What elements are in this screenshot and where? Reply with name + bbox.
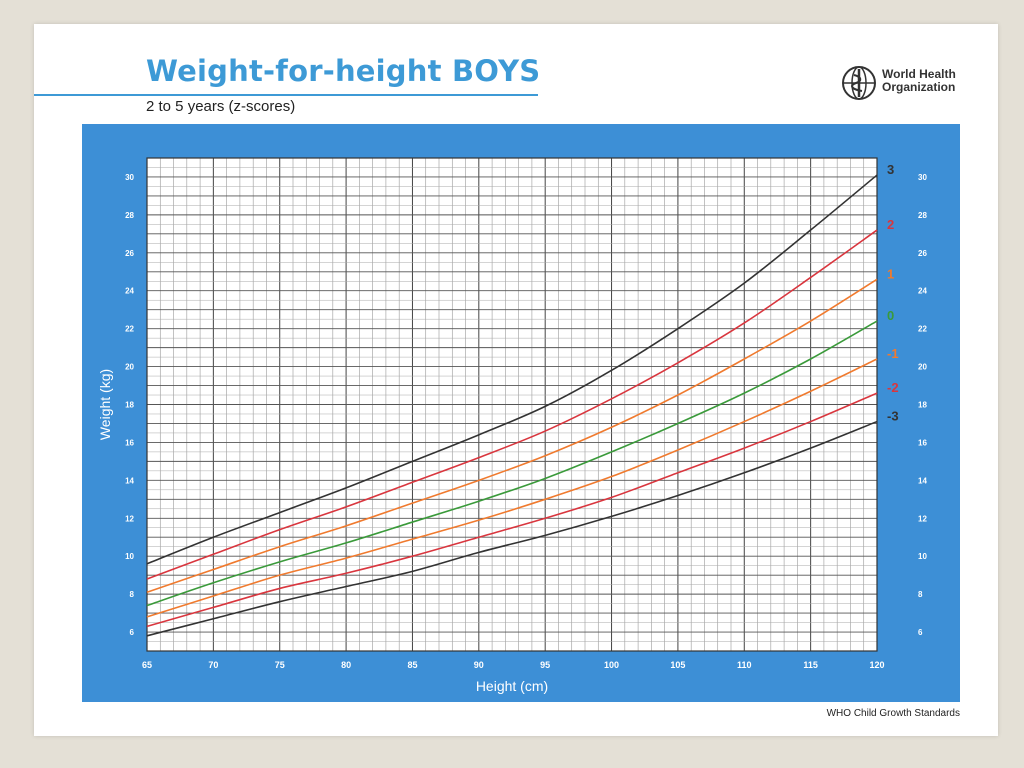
- who-logo: World Health Organization: [840, 64, 970, 104]
- who-name: World Health Organization: [882, 68, 956, 94]
- page-title: Weight-for-height BOYS: [146, 54, 541, 88]
- series-line-z3: [146, 174, 878, 565]
- y-tick-label-left: 24: [125, 287, 134, 296]
- y-tick-label-left: 8: [130, 590, 135, 599]
- y-tick-label-left: 16: [125, 438, 134, 447]
- y-tick-label-left: 28: [125, 211, 134, 220]
- y-tick-label-right: 26: [918, 249, 927, 258]
- slide: Weight-for-height BOYS 2 to 5 years (z-s…: [34, 24, 998, 736]
- y-tick-label-left: 22: [125, 325, 134, 334]
- y-tick-label-right: 24: [918, 287, 927, 296]
- y-tick-label-right: 14: [918, 476, 927, 485]
- y-tick-label-right: 20: [918, 363, 927, 372]
- x-tick-label: 80: [341, 660, 351, 670]
- y-tick-label-right: 18: [918, 401, 927, 410]
- y-tick-label-left: 12: [125, 514, 134, 523]
- x-tick-label: 110: [737, 660, 752, 670]
- series-line-z-2: [146, 392, 878, 628]
- y-tick-label-right: 16: [918, 438, 927, 447]
- series-line-z1: [146, 278, 878, 593]
- x-tick-label: 90: [474, 660, 484, 670]
- x-tick-label: 95: [540, 660, 550, 670]
- x-axis-label: Height (cm): [476, 678, 548, 694]
- y-tick-label-left: 30: [125, 173, 134, 182]
- who-emblem-icon: [842, 66, 876, 100]
- plot-border: [146, 157, 878, 652]
- y-tick-label-left: 10: [125, 552, 134, 561]
- series-line-z-1: [146, 358, 878, 618]
- y-tick-label-right: 22: [918, 325, 927, 334]
- series-label-z1: 1: [887, 266, 894, 281]
- series-label-z-3: -3: [887, 409, 899, 424]
- x-tick-label: 105: [670, 660, 685, 670]
- series-label-z-1: -1: [887, 346, 899, 361]
- series-line-z0: [146, 320, 878, 607]
- series-label-z0: 0: [887, 308, 894, 323]
- x-tick-label: 115: [803, 660, 818, 670]
- x-tick-label: 65: [142, 660, 152, 670]
- series-line-z2: [146, 229, 878, 580]
- footer-source: WHO Child Growth Standards: [826, 708, 960, 719]
- series-label-z3: 3: [887, 162, 894, 177]
- series-label-z-2: -2: [887, 380, 899, 395]
- x-tick-label: 100: [604, 660, 619, 670]
- x-tick-label: 70: [208, 660, 218, 670]
- series-line-z-3: [146, 420, 878, 637]
- y-tick-label-right: 8: [918, 590, 923, 599]
- title-underline: [34, 94, 538, 96]
- who-name-line2: Organization: [882, 80, 956, 94]
- y-tick-label-right: 12: [918, 514, 927, 523]
- y-tick-label-right: 28: [918, 211, 927, 220]
- x-tick-label: 120: [869, 660, 884, 670]
- y-tick-label-left: 26: [125, 249, 134, 258]
- who-name-line1: World Health: [882, 67, 956, 81]
- page-subtitle: 2 to 5 years (z-scores): [146, 98, 296, 115]
- y-tick-label-left: 18: [125, 401, 134, 410]
- x-tick-label: 75: [275, 660, 285, 670]
- y-tick-label-right: 10: [918, 552, 927, 561]
- x-tick-label: 85: [407, 660, 417, 670]
- y-tick-label-left: 6: [130, 628, 135, 637]
- y-tick-label-left: 20: [125, 363, 134, 372]
- y-tick-label-right: 30: [918, 173, 927, 182]
- y-tick-label-left: 14: [125, 476, 134, 485]
- series-group: 3 2 1 0 -1 -2 -3: [146, 162, 899, 637]
- y-tick-label-right: 6: [918, 628, 923, 637]
- series-label-z2: 2: [887, 217, 894, 232]
- y-axis-label: Weight (kg): [97, 369, 113, 440]
